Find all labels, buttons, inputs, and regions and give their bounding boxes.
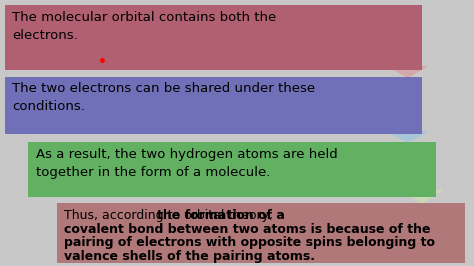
Text: valence shells of the pairing atoms.: valence shells of the pairing atoms. <box>64 250 315 263</box>
FancyBboxPatch shape <box>28 142 436 197</box>
Text: the formation of a: the formation of a <box>157 209 285 222</box>
Polygon shape <box>389 132 427 142</box>
Bar <box>396 131 419 132</box>
Text: pairing of electrons with opposite spins belonging to: pairing of electrons with opposite spins… <box>64 236 435 250</box>
Text: Thus, according to orbital theory,: Thus, according to orbital theory, <box>64 209 277 222</box>
FancyBboxPatch shape <box>57 203 465 263</box>
Polygon shape <box>401 190 442 203</box>
Polygon shape <box>389 66 427 77</box>
FancyBboxPatch shape <box>5 77 422 134</box>
Text: covalent bond between two atoms is because of the: covalent bond between two atoms is becau… <box>64 223 430 236</box>
FancyBboxPatch shape <box>5 5 422 70</box>
Text: The molecular orbital contains both the
electrons.: The molecular orbital contains both the … <box>12 11 276 42</box>
Text: As a result, the two hydrogen atoms are held
together in the form of a molecule.: As a result, the two hydrogen atoms are … <box>36 148 337 179</box>
Text: The two electrons can be shared under these
conditions.: The two electrons can be shared under th… <box>12 82 315 114</box>
